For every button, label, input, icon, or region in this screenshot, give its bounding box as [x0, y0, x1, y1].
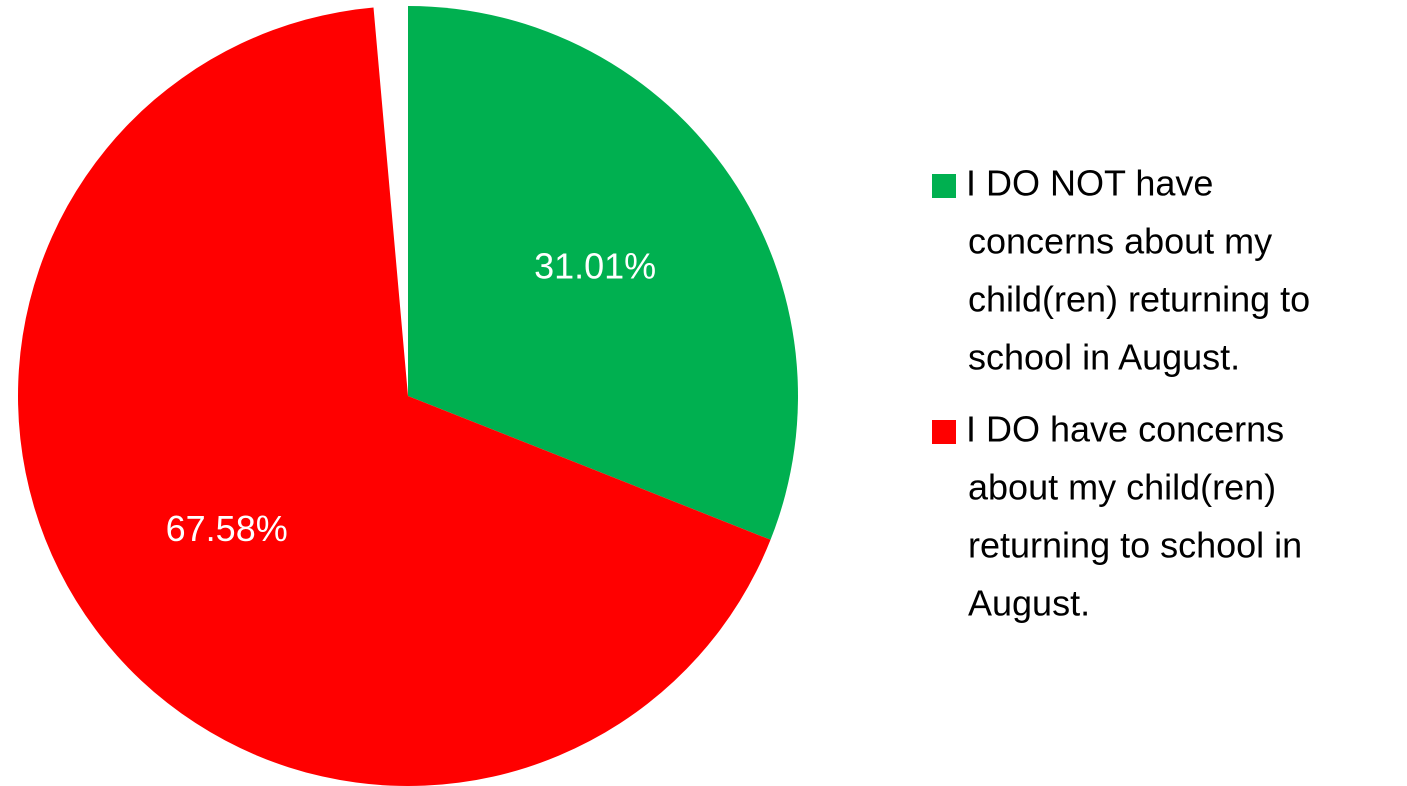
data-label-2: 67.58% [166, 508, 288, 549]
legend: I DO NOT have concerns about my child(ren)… [932, 163, 1310, 624]
legend-label-1: I DO NOT have concerns about my child(ren)… [966, 163, 1310, 378]
pie-slice-1 [408, 6, 798, 540]
pie-slice-2 [18, 7, 771, 786]
pie-data-labels: 31.01% 67.58% [166, 245, 657, 548]
pie-slices [18, 6, 798, 786]
data-label-1: 31.01% [534, 245, 656, 286]
legend-label-2: I DO have concerns about my child(ren) ret… [966, 409, 1302, 624]
legend-swatch-1 [932, 174, 956, 198]
legend-swatch-2 [932, 420, 956, 444]
